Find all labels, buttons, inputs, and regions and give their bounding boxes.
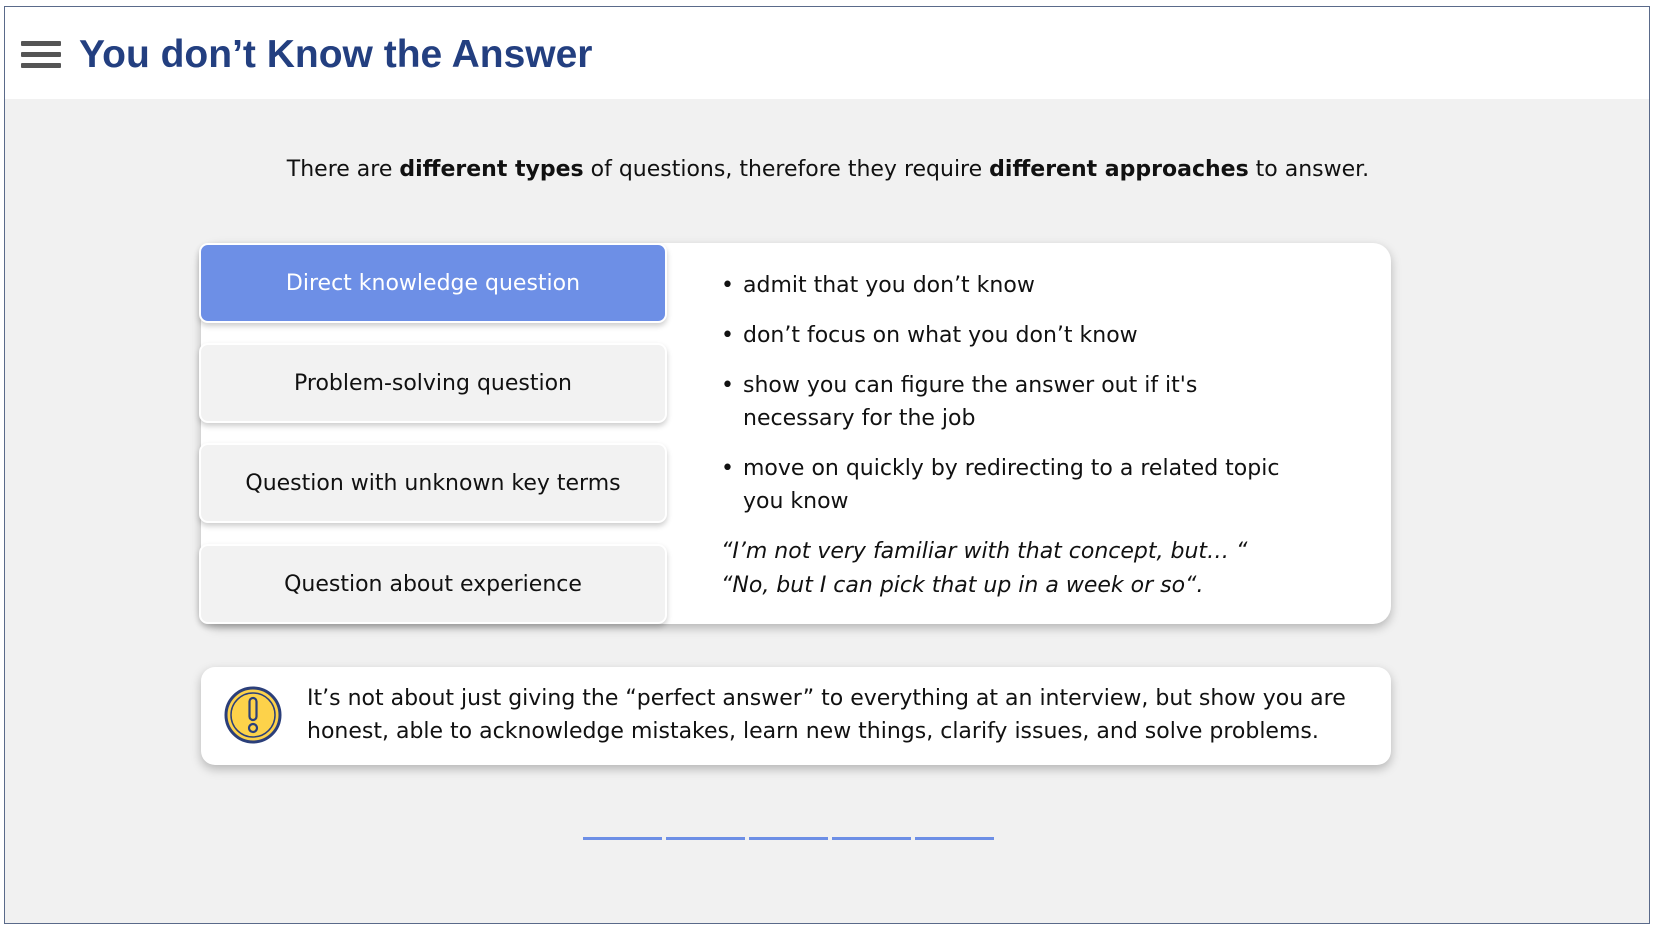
key-takeaway-card: It’s not about just giving the “perfect … bbox=[201, 667, 1391, 765]
intro-text: There are different types of questions, … bbox=[5, 157, 1649, 182]
tab-unknown-key-terms-question[interactable]: Question with unknown key terms bbox=[199, 443, 667, 523]
example-quote: “I’m not very familiar with that concept… bbox=[721, 539, 1248, 564]
example-quote: “No, but I can pick that up in a week or… bbox=[721, 573, 1204, 598]
exclamation-warning-icon bbox=[224, 686, 282, 744]
bullet-item: don’t focus on what you don’t know bbox=[721, 319, 1221, 352]
advice-bullet-list: admit that you don’t know don’t focus on… bbox=[721, 269, 1341, 535]
menu-bar-line bbox=[21, 63, 61, 68]
intro-bold-1: different types bbox=[399, 157, 584, 182]
intro-bold-2: different approaches bbox=[989, 157, 1249, 182]
progress-step[interactable] bbox=[749, 837, 828, 840]
progress-step[interactable] bbox=[666, 837, 745, 840]
intro-part-2: of questions, therefore they require bbox=[583, 157, 990, 182]
intro-part-1: There are bbox=[286, 157, 400, 182]
bullet-item: admit that you don’t know bbox=[721, 269, 1341, 302]
tab-direct-knowledge-question[interactable]: Direct knowledge question bbox=[199, 243, 667, 323]
example-quotes: “I’m not very familiar with that concept… bbox=[721, 535, 1341, 603]
tab-experience-question[interactable]: Question about experience bbox=[199, 544, 667, 624]
slide-header: You don’t Know the Answer bbox=[5, 7, 1649, 99]
page-title: You don’t Know the Answer bbox=[79, 33, 593, 76]
slide-progress-bar bbox=[583, 837, 994, 843]
progress-step[interactable] bbox=[915, 837, 994, 840]
hamburger-menu-icon[interactable] bbox=[21, 41, 63, 71]
takeaway-text: It’s not about just giving the “perfect … bbox=[307, 686, 1346, 744]
menu-bar-line bbox=[21, 52, 61, 57]
menu-bar-line bbox=[21, 41, 61, 46]
progress-step[interactable] bbox=[832, 837, 911, 840]
bullet-item: show you can figure the answer out if it… bbox=[721, 369, 1221, 435]
slide-frame: You don’t Know the Answer There are diff… bbox=[4, 6, 1650, 924]
progress-step[interactable] bbox=[583, 837, 662, 840]
tab-problem-solving-question[interactable]: Problem-solving question bbox=[199, 343, 667, 423]
intro-part-3: to answer. bbox=[1248, 157, 1370, 182]
bullet-item: move on quickly by redirecting to a rela… bbox=[721, 452, 1301, 518]
